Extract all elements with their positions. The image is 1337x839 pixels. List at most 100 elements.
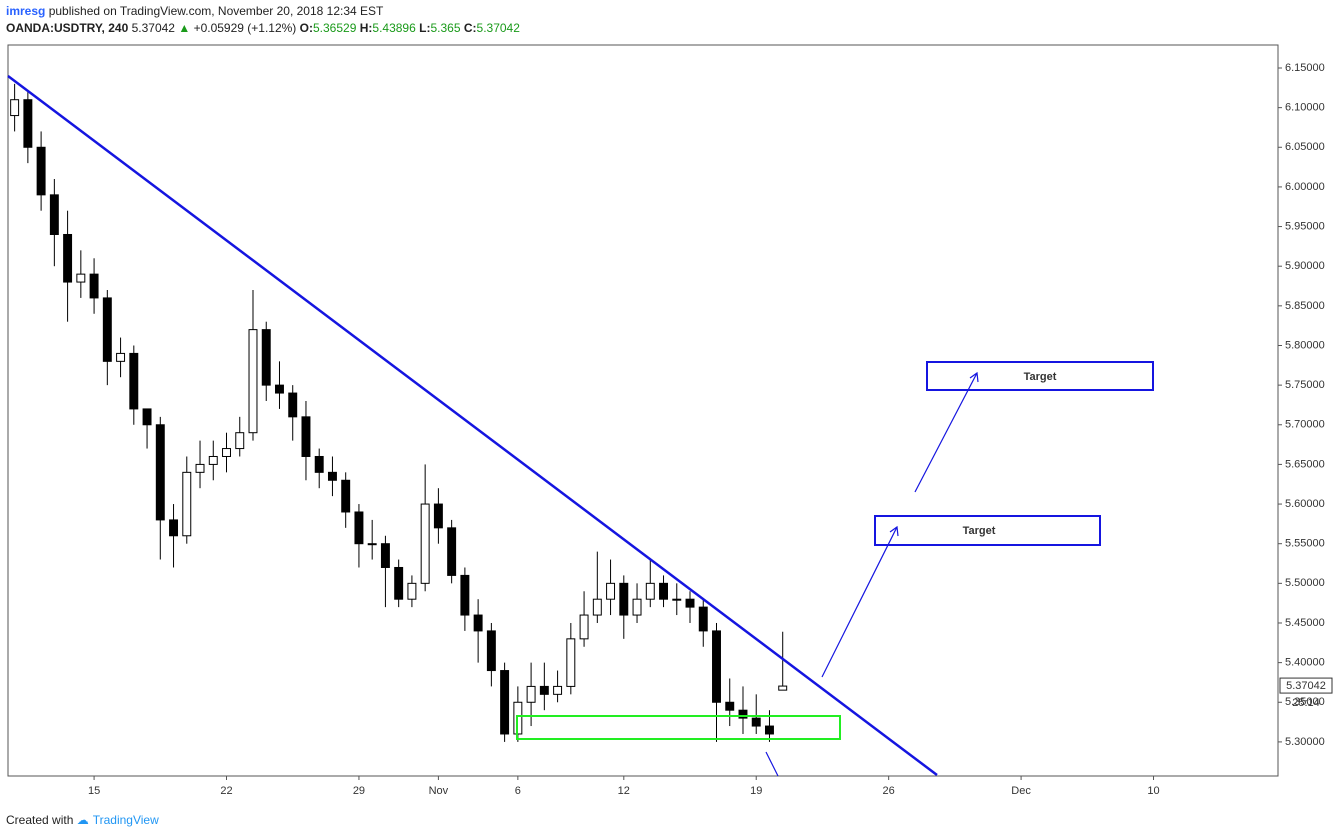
arrow [821, 526, 898, 678]
candle-body [142, 408, 152, 426]
y-tick-label: 5.80000 [1285, 339, 1325, 351]
target-label: Target [1024, 371, 1057, 383]
candle-body [632, 598, 642, 616]
ohlc-value: 5.37042 [476, 21, 520, 35]
candle-body [420, 503, 430, 584]
candle-body [275, 384, 284, 394]
candle-body [500, 670, 510, 735]
target-box [874, 515, 1101, 546]
last-price: 5.37042 [131, 21, 175, 35]
candle-body [36, 146, 46, 196]
candle-body [764, 725, 774, 735]
y-tick-label: 6.15000 [1285, 62, 1325, 74]
candle-body [606, 582, 616, 600]
x-tick-label: 12 [618, 785, 630, 797]
y-tick-label: 5.95000 [1285, 220, 1325, 232]
y-tick-label: 5.65000 [1285, 458, 1325, 470]
candle-body [751, 717, 761, 727]
candle-body [341, 479, 351, 513]
arrow [914, 372, 978, 493]
y-tick-label: 5.60000 [1285, 498, 1325, 510]
candle-body [685, 598, 695, 608]
chart: 5.30000 5.35000 5.40000 5.45000 5.50000 5.550… [7, 44, 1333, 797]
candle-body [738, 709, 748, 719]
quote-line: OANDA:USDTRY, 240 5.37042 ▲ +0.05929 (+1… [6, 20, 520, 37]
candle-body [712, 630, 721, 703]
candle-body [579, 614, 589, 640]
ohlc-label: L: [419, 21, 431, 35]
arrow-head [969, 371, 979, 383]
candle-body [76, 273, 86, 283]
y-tick-label: 5.55000 [1285, 538, 1325, 550]
candle-body [116, 352, 126, 362]
change: +0.05929 (+1.12%) [193, 21, 297, 35]
publish-line: imresg published on TradingView.com, Nov… [6, 3, 520, 20]
y-tick-label: 5.90000 [1285, 260, 1325, 272]
support-zone [516, 715, 841, 740]
candle-body [539, 685, 549, 695]
ohlc-value: 5.43896 [372, 21, 416, 35]
x-tick-label: 22 [220, 785, 232, 797]
candle-body [195, 463, 205, 473]
ohlc-label: H: [359, 21, 373, 35]
candle-body [672, 598, 682, 601]
candle-body [314, 455, 324, 473]
candle-body [619, 582, 629, 616]
candle-body [566, 638, 576, 687]
candle-body [155, 424, 165, 521]
y-tick-label: 6.05000 [1285, 141, 1325, 153]
ohlc-value: 5.365 [430, 21, 461, 35]
candle-body [433, 503, 443, 529]
drawings: Target Target [7, 75, 1154, 777]
up-arrow: ▲ [178, 21, 191, 35]
y-tick-label: 5.50000 [1285, 577, 1325, 589]
y-tick-label: 5.70000 [1285, 419, 1325, 431]
candle-body [473, 614, 483, 632]
candle-body [23, 99, 33, 148]
candle-body [553, 685, 563, 695]
candle-body [63, 233, 73, 283]
x-tick-label: Dec [1011, 785, 1031, 797]
candle-body [778, 685, 788, 691]
x-tick-label: 26 [883, 785, 895, 797]
y-tick-label: 5.45000 [1285, 617, 1325, 629]
author[interactable]: imresg [6, 4, 46, 18]
candle-body [407, 582, 417, 600]
candle-body [380, 543, 390, 568]
price-label-box [1279, 677, 1333, 694]
x-tick-label: 19 [750, 785, 762, 797]
target-label: Target [963, 525, 996, 537]
candle-body [327, 471, 337, 481]
arrow-head [889, 525, 899, 537]
plot-frame [7, 44, 1279, 777]
x-tick-label: Nov [429, 785, 449, 797]
ohlc-label: C: [463, 21, 477, 35]
y-tick-label: 5.35000 [1285, 696, 1325, 708]
candle-body [208, 455, 218, 465]
candle-body [261, 329, 271, 386]
trend-line [7, 75, 938, 776]
y-tick-label: 6.10000 [1285, 102, 1325, 114]
price-label: 5.37042 [1286, 680, 1326, 692]
candle-body [182, 471, 192, 537]
x-tick-label: 15 [88, 785, 100, 797]
y-tick-label: 5.75000 [1285, 379, 1325, 391]
candle-body [89, 273, 99, 299]
created-with: Created with [6, 813, 74, 827]
candle-body [659, 582, 668, 600]
target-box [926, 361, 1154, 391]
candle-body [394, 566, 404, 600]
candle-body [235, 432, 245, 450]
y-tick-label: 5.40000 [1285, 657, 1325, 669]
candle-body [367, 543, 377, 546]
candle-body [248, 329, 258, 434]
published: published on TradingView.com, November 2… [48, 4, 384, 18]
y-tick-label: 5.30000 [1285, 736, 1325, 748]
x-tick-label: 10 [1147, 785, 1159, 797]
x-tick-label: 6 [515, 785, 521, 797]
logo: ☁ [76, 813, 89, 827]
candle-body [460, 574, 470, 616]
candle-body [301, 416, 311, 457]
brand[interactable]: TradingView [92, 813, 159, 827]
